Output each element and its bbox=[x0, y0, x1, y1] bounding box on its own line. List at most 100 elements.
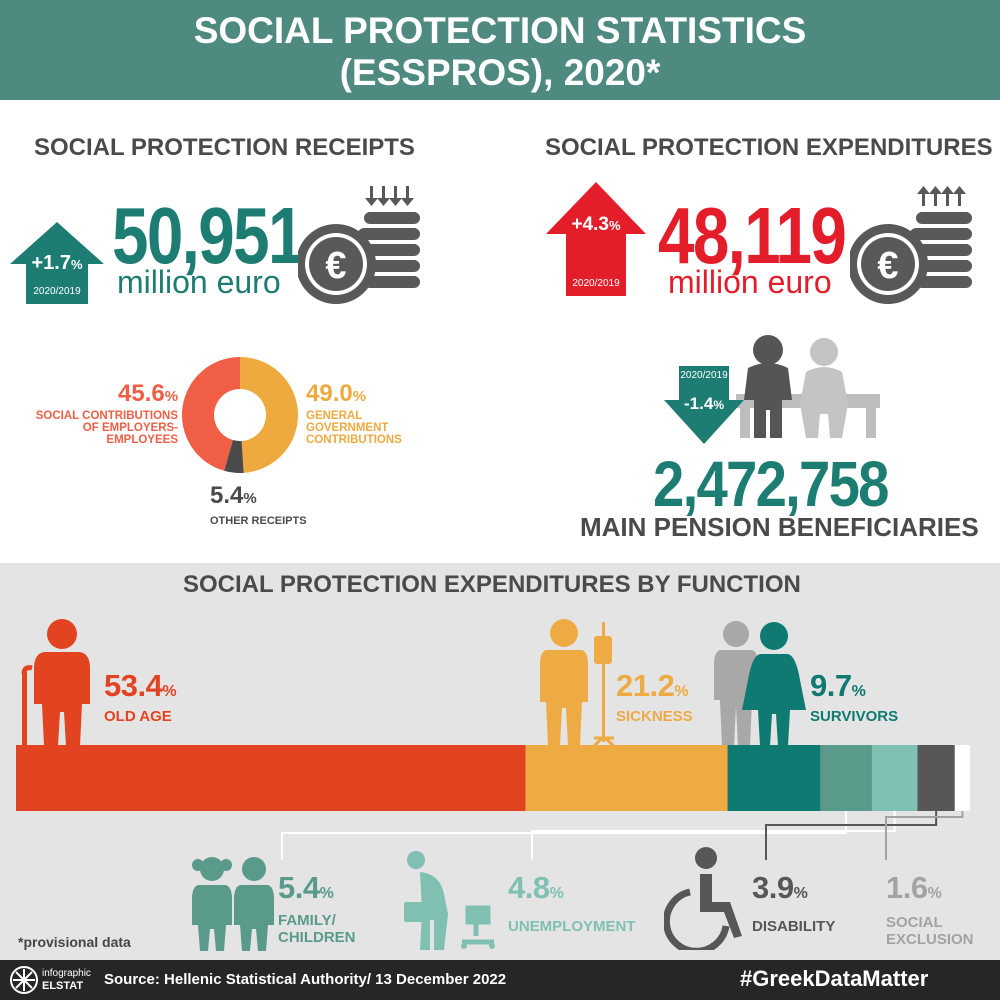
old-age-pct: 53.4% bbox=[104, 668, 177, 704]
connector-line-3 bbox=[281, 811, 847, 860]
receipts-up-arrow-icon bbox=[10, 222, 104, 304]
sickness-value: 21.2 bbox=[616, 668, 675, 703]
pension-period: 2020/2019 bbox=[680, 370, 728, 381]
social-contrib-value: 45.6 bbox=[118, 380, 165, 407]
family-unit: % bbox=[319, 885, 334, 902]
disability-pct: 3.9% bbox=[752, 870, 808, 906]
connector-line-4 bbox=[531, 811, 896, 860]
wheelchair-disability-icon bbox=[664, 847, 742, 950]
function-stacked-bar bbox=[16, 745, 970, 860]
source-text: Source: Hellenic Statistical Authority/ … bbox=[104, 971, 507, 988]
unemployment-label: UNEMPLOYMENT bbox=[508, 918, 636, 935]
pension-down-arrow-icon bbox=[664, 366, 744, 444]
donut-slice-1 bbox=[224, 440, 244, 473]
expenditures-up-arrow-icon bbox=[546, 182, 646, 296]
pension-change: -1.4% bbox=[676, 394, 732, 414]
donut-label-other-pct: 5.4% bbox=[210, 482, 257, 510]
donut-slice-0 bbox=[240, 357, 299, 473]
donut-label-other: OTHER RECEIPTS bbox=[210, 515, 307, 527]
provisional-note: *provisional data bbox=[18, 934, 131, 950]
donut-label-government-pct: 49.0% bbox=[306, 380, 366, 408]
hashtag: #GreekDataMatter bbox=[740, 966, 929, 991]
expenditures-change-unit: % bbox=[608, 218, 621, 233]
logo-text-line1: infographic bbox=[42, 968, 91, 979]
old-age-value: 53.4 bbox=[104, 668, 163, 703]
receipts-unit: million euro bbox=[117, 264, 281, 300]
connector-line-5 bbox=[765, 811, 938, 860]
page-title-line1: SOCIAL PROTECTION STATISTICS bbox=[193, 10, 807, 51]
pension-label: MAIN PENSION BENEFICIARIES bbox=[580, 512, 979, 542]
sickness-label: SICKNESS bbox=[616, 708, 693, 725]
survivors-label: SURVIVORS bbox=[810, 708, 899, 725]
disability-value: 3.9 bbox=[752, 870, 794, 905]
expenditures-period: 2020/2019 bbox=[572, 278, 620, 289]
survivors-persons-icon bbox=[714, 621, 806, 746]
sickness-unit: % bbox=[674, 683, 689, 700]
bar-segment-1 bbox=[525, 745, 728, 811]
bar-segment-4 bbox=[871, 745, 918, 811]
sickness-pct: 21.2% bbox=[616, 668, 689, 704]
euro-coins-up-icon: € bbox=[850, 186, 972, 304]
receipts-value: 50,951 bbox=[112, 191, 304, 280]
elstat-logo-icon bbox=[10, 966, 38, 994]
pension-change-value: -1.4 bbox=[684, 394, 714, 413]
survivors-pct: 9.7% bbox=[810, 668, 866, 704]
page-title-line2: (ESSPROS), 2020* bbox=[339, 52, 661, 93]
donut-label-social-pct: 45.6% bbox=[118, 380, 178, 408]
connector-line-6 bbox=[885, 811, 964, 860]
unemployment-pct: 4.8% bbox=[508, 870, 564, 906]
family-pct: 5.4% bbox=[278, 870, 334, 906]
receipts-title: SOCIAL PROTECTION RECEIPTS bbox=[34, 134, 415, 161]
family-children-icon bbox=[192, 857, 274, 951]
old-age-unit: % bbox=[162, 683, 177, 700]
family-value: 5.4 bbox=[278, 870, 320, 905]
receipts-period: 2020/2019 bbox=[33, 286, 81, 297]
survivors-unit: % bbox=[851, 683, 866, 700]
expenditures-unit: million euro bbox=[668, 264, 832, 300]
header-banner: SOCIAL PROTECTION STATISTICS (ESSPROS), … bbox=[0, 0, 1000, 100]
elderly-couple-on-bench-icon bbox=[736, 335, 880, 438]
social-exclusion-pct: 1.6% bbox=[886, 870, 942, 906]
expenditures-title: SOCIAL PROTECTION EXPENDITURES bbox=[545, 134, 993, 161]
expenditures-change: +4.3% bbox=[566, 214, 626, 236]
social-contrib-unit: % bbox=[164, 388, 179, 405]
unemployment-value: 4.8 bbox=[508, 870, 550, 905]
expenditures-change-value: +4.3 bbox=[571, 214, 609, 235]
bar-segment-5 bbox=[917, 745, 955, 811]
footer: infographic ELSTAT Source: Hellenic Stat… bbox=[0, 960, 1000, 1000]
donut-label-government: GENERAL GOVERNMENT CONTRIBUTIONS bbox=[306, 410, 402, 446]
bar-segment-3 bbox=[820, 745, 872, 811]
receipts-change: +1.7% bbox=[26, 252, 88, 275]
receipts-donut-chart bbox=[181, 357, 299, 473]
social-exclusion-label: SOCIAL EXCLUSION bbox=[886, 914, 974, 948]
expenditures-value: 48,119 bbox=[658, 191, 847, 280]
receipts-change-value: +1.7 bbox=[31, 252, 71, 274]
survivors-value: 9.7 bbox=[810, 668, 852, 703]
bar-segment-6 bbox=[954, 745, 970, 811]
disability-label: DISABILITY bbox=[752, 918, 836, 935]
government-value: 49.0 bbox=[306, 380, 353, 407]
social-exclusion-value: 1.6 bbox=[886, 870, 928, 905]
donut-label-social: SOCIAL CONTRIBUTIONS OF EMPLOYERS-EMPLOY… bbox=[35, 410, 178, 446]
pension-change-unit: % bbox=[713, 398, 724, 412]
other-value: 5.4 bbox=[210, 482, 244, 509]
disability-unit: % bbox=[793, 885, 808, 902]
old-age-label: OLD AGE bbox=[104, 708, 172, 725]
bar-segment-2 bbox=[727, 745, 821, 811]
sickness-patient-iv-icon bbox=[540, 619, 615, 746]
svg-text:€: € bbox=[325, 245, 346, 287]
unemployment-person-icon bbox=[404, 851, 495, 950]
other-unit: % bbox=[243, 490, 257, 507]
donut-slice-2 bbox=[181, 357, 240, 471]
family-label: FAMILY/ CHILDREN bbox=[278, 912, 356, 946]
euro-coins-down-icon: € bbox=[298, 186, 420, 304]
social-exclusion-unit: % bbox=[927, 885, 942, 902]
logo-text-line2: ELSTAT bbox=[42, 980, 84, 992]
old-age-person-icon bbox=[21, 619, 90, 746]
function-title: SOCIAL PROTECTION EXPENDITURES BY FUNCTI… bbox=[183, 571, 801, 598]
bar-segment-0 bbox=[16, 745, 526, 811]
government-unit: % bbox=[352, 388, 367, 405]
svg-text:€: € bbox=[877, 245, 898, 287]
pension-value: 2,472,758 bbox=[653, 448, 889, 520]
receipts-change-unit: % bbox=[70, 257, 83, 272]
